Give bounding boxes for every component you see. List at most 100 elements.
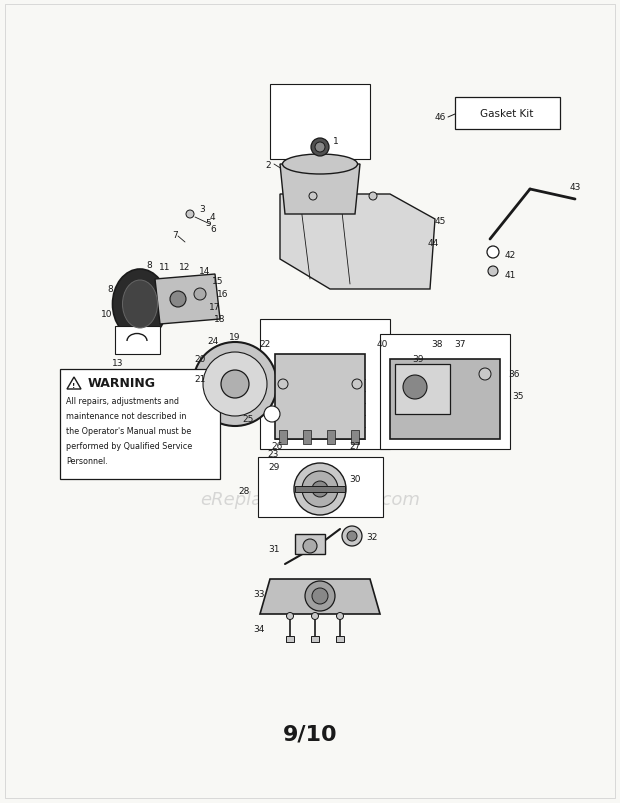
Bar: [279, 430, 287, 444]
Circle shape: [203, 353, 267, 417]
Circle shape: [186, 210, 194, 218]
Text: 11: 11: [159, 263, 170, 272]
Text: 40: 40: [376, 340, 388, 349]
Text: 34: 34: [254, 625, 265, 634]
Text: 15: 15: [212, 277, 224, 286]
Polygon shape: [67, 377, 81, 389]
Text: 41: 41: [505, 270, 516, 279]
Circle shape: [337, 613, 343, 620]
Text: Gasket Kit: Gasket Kit: [480, 109, 534, 119]
Bar: [380, 335, 510, 450]
Text: 36: 36: [508, 370, 520, 379]
Circle shape: [403, 376, 427, 400]
Circle shape: [278, 380, 288, 389]
Circle shape: [303, 540, 317, 553]
Bar: [351, 430, 359, 444]
Circle shape: [264, 406, 280, 422]
Circle shape: [302, 471, 338, 507]
Text: 5: 5: [205, 219, 211, 228]
Bar: [455, 98, 560, 130]
Text: 4: 4: [209, 212, 215, 221]
Text: 7: 7: [172, 230, 178, 239]
Text: 26: 26: [272, 442, 283, 451]
Polygon shape: [260, 579, 380, 614]
Text: 30: 30: [349, 475, 361, 484]
Ellipse shape: [283, 155, 358, 175]
Bar: [336, 636, 344, 642]
Text: the Operator's Manual must be: the Operator's Manual must be: [66, 427, 191, 436]
Circle shape: [352, 380, 362, 389]
Bar: [270, 85, 370, 160]
Circle shape: [286, 613, 293, 620]
Circle shape: [309, 193, 317, 201]
Circle shape: [311, 139, 329, 157]
Circle shape: [194, 288, 206, 300]
Text: 35: 35: [512, 392, 523, 401]
Text: 23: 23: [267, 450, 278, 459]
Text: 8: 8: [107, 285, 113, 294]
Circle shape: [312, 589, 328, 604]
Text: 14: 14: [199, 267, 211, 276]
Bar: [395, 365, 450, 414]
Text: WARNING: WARNING: [88, 377, 156, 390]
Text: 44: 44: [428, 238, 439, 247]
Bar: [286, 636, 294, 642]
Circle shape: [221, 370, 249, 398]
Circle shape: [311, 613, 319, 620]
Text: 21: 21: [194, 375, 206, 384]
Text: eReplacementParts.com: eReplacementParts.com: [200, 491, 420, 508]
Polygon shape: [390, 360, 500, 439]
Text: 45: 45: [435, 218, 446, 226]
Text: 27: 27: [349, 442, 361, 451]
Bar: [311, 636, 319, 642]
Polygon shape: [155, 275, 220, 324]
Text: 39: 39: [412, 355, 423, 364]
Circle shape: [369, 193, 377, 201]
Ellipse shape: [123, 281, 157, 328]
Text: 13: 13: [112, 359, 123, 368]
Circle shape: [305, 581, 335, 611]
Text: 22: 22: [259, 340, 270, 349]
Bar: [327, 430, 335, 444]
Bar: [260, 320, 390, 450]
Text: All repairs, adjustments and: All repairs, adjustments and: [66, 397, 179, 406]
Bar: [295, 487, 345, 492]
Bar: [115, 327, 160, 355]
Text: 3: 3: [199, 206, 205, 214]
Polygon shape: [280, 195, 435, 290]
Text: 2: 2: [265, 161, 271, 169]
Text: maintenance not described in: maintenance not described in: [66, 412, 187, 421]
Circle shape: [342, 526, 362, 546]
Text: 20: 20: [194, 355, 206, 364]
Polygon shape: [280, 165, 360, 214]
Text: 29: 29: [268, 463, 280, 472]
Bar: [295, 534, 325, 554]
Text: 1: 1: [333, 137, 339, 146]
Circle shape: [487, 247, 499, 259]
Text: 38: 38: [432, 340, 443, 349]
Text: 6: 6: [210, 225, 216, 234]
Text: 37: 37: [454, 340, 466, 349]
Text: 24: 24: [207, 337, 219, 346]
Text: 42: 42: [505, 251, 516, 259]
Text: 8: 8: [146, 260, 152, 269]
Text: Personnel.: Personnel.: [66, 457, 108, 466]
Text: 32: 32: [366, 532, 378, 541]
Text: 33: 33: [254, 589, 265, 599]
Circle shape: [488, 267, 498, 277]
Circle shape: [193, 343, 277, 426]
Circle shape: [312, 482, 328, 497]
Bar: [275, 355, 365, 439]
Circle shape: [294, 463, 346, 516]
Text: 10: 10: [101, 310, 113, 319]
Text: 17: 17: [209, 303, 221, 312]
Ellipse shape: [112, 270, 167, 340]
Text: 46: 46: [435, 113, 446, 122]
Bar: [60, 369, 220, 479]
Bar: [258, 458, 383, 517]
Text: 25: 25: [242, 415, 254, 424]
Bar: [303, 430, 311, 444]
Text: 28: 28: [239, 487, 250, 496]
Text: 19: 19: [229, 333, 241, 342]
Circle shape: [315, 143, 325, 153]
